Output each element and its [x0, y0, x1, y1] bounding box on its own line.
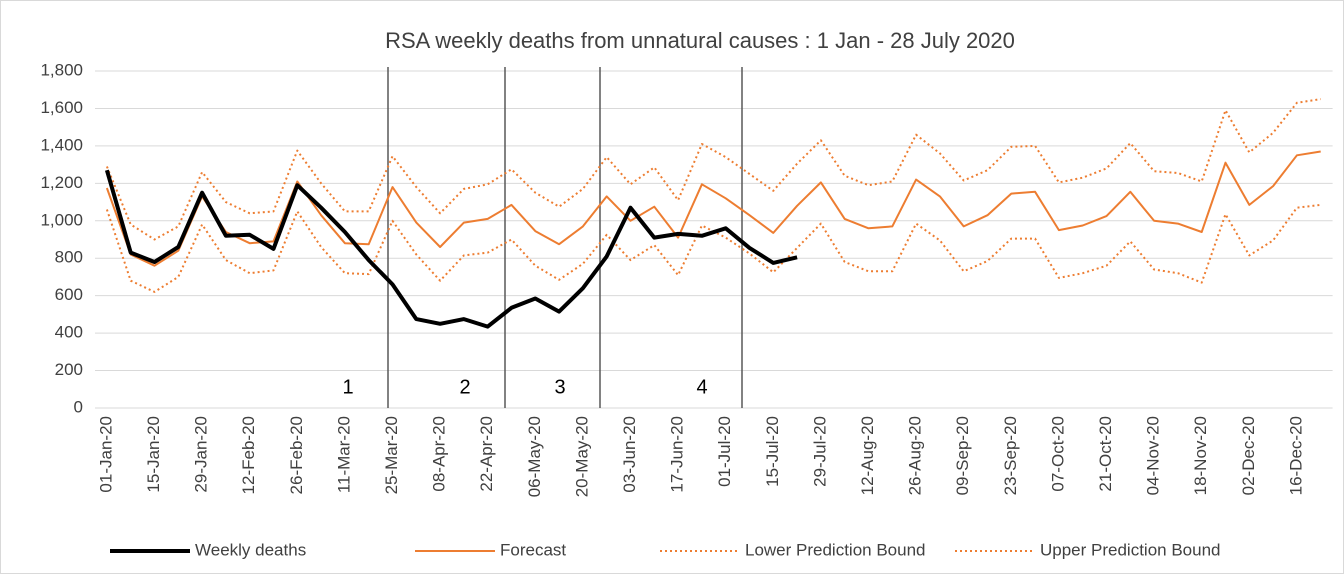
- x-tick-label: 07-Oct-20: [1048, 416, 1067, 492]
- x-tick-label: 29-Jul-20: [810, 416, 829, 487]
- x-tick-label: 23-Sep-20: [1001, 416, 1020, 495]
- phase-label: 2: [459, 376, 470, 398]
- legend-label: Forecast: [500, 540, 566, 559]
- legend-label: Weekly deaths: [195, 540, 306, 559]
- phase-label: 3: [554, 376, 565, 398]
- x-tick-label: 15-Jul-20: [763, 416, 782, 487]
- y-tick-label: 1,000: [40, 210, 83, 229]
- phase-label: 1: [342, 376, 353, 398]
- y-tick-label: 800: [55, 248, 83, 267]
- x-tick-label: 17-Jun-20: [668, 416, 687, 493]
- y-tick-label: 600: [55, 285, 83, 304]
- phase-label: 4: [696, 376, 707, 398]
- x-tick-label: 12-Aug-20: [858, 416, 877, 495]
- x-tick-label: 15-Jan-20: [144, 416, 163, 493]
- y-tick-label: 200: [55, 360, 83, 379]
- x-tick-label: 08-Apr-20: [430, 416, 449, 492]
- y-tick-label: 400: [55, 323, 83, 342]
- x-tick-label: 29-Jan-20: [192, 416, 211, 493]
- y-tick-label: 1,800: [40, 60, 83, 79]
- x-tick-label: 22-Apr-20: [477, 416, 496, 492]
- y-tick-label: 0: [74, 397, 83, 416]
- y-tick-label: 1,400: [40, 135, 83, 154]
- series-line: [105, 98, 1321, 241]
- x-tick-label: 21-Oct-20: [1096, 416, 1115, 492]
- y-tick-label: 1,600: [40, 98, 83, 117]
- x-tick-label: 03-Jun-20: [620, 416, 639, 493]
- legend-label: Lower Prediction Bound: [745, 540, 926, 559]
- x-tick-label: 01-Jan-20: [96, 416, 115, 493]
- x-tick-label: 01-Jul-20: [715, 416, 734, 487]
- x-tick-label: 06-May-20: [525, 416, 544, 497]
- x-tick-label: 04-Nov-20: [1144, 416, 1163, 495]
- x-tick-label: 18-Nov-20: [1191, 416, 1210, 495]
- x-tick-label: 11-Mar-20: [334, 416, 353, 493]
- x-tick-label: 25-Mar-20: [382, 416, 401, 494]
- x-tick-label: 20-May-20: [572, 416, 591, 497]
- y-tick-label: 1,200: [40, 173, 83, 192]
- x-tick-label: 02-Dec-20: [1239, 416, 1258, 495]
- x-tick-label: 16-Dec-20: [1286, 416, 1305, 495]
- x-tick-label: 12-Feb-20: [239, 416, 258, 494]
- legend-label: Upper Prediction Bound: [1040, 540, 1221, 559]
- x-tick-label: 26-Feb-20: [287, 416, 306, 494]
- x-tick-label: 09-Sep-20: [953, 416, 972, 495]
- x-tick-label: 26-Aug-20: [906, 416, 925, 495]
- chart-title: RSA weekly deaths from unnatural causes …: [385, 28, 1015, 53]
- series-line: [104, 169, 798, 329]
